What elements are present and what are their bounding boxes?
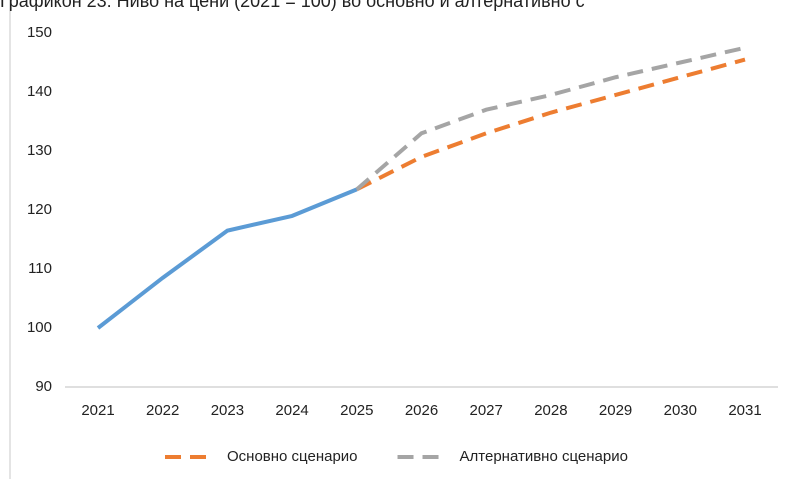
x-tick-label: 2022 [146, 402, 179, 419]
x-tick-label: 2026 [405, 402, 438, 419]
x-tick-label: 2031 [728, 402, 761, 419]
series-line [355, 45, 746, 191]
series-line [96, 187, 358, 330]
y-tick-label: 110 [28, 260, 52, 277]
x-tick-label: 2021 [81, 402, 114, 419]
legend-label: Основно сценарио [227, 448, 358, 465]
legend-label: Алтернативно сценарио [460, 448, 628, 465]
y-tick-label: 100 [27, 319, 52, 336]
y-tick-label: 90 [35, 378, 52, 395]
series-line [355, 57, 746, 192]
x-tick-label: 2023 [211, 402, 244, 419]
x-tick-label: 2025 [340, 402, 373, 419]
y-tick-label: 120 [27, 201, 52, 218]
x-tick-label: 2028 [534, 402, 567, 419]
x-tick-label: 2030 [664, 402, 697, 419]
x-tick-label: 2029 [599, 402, 632, 419]
y-tick-label: 150 [27, 24, 52, 41]
chart-title: Графикон 23: Ниво на цени (2021 = 100) в… [0, 0, 585, 11]
y-tick-label: 140 [27, 83, 52, 100]
x-tick-label: 2027 [470, 402, 503, 419]
y-tick-label: 130 [27, 142, 52, 159]
x-tick-label: 2024 [275, 402, 308, 419]
